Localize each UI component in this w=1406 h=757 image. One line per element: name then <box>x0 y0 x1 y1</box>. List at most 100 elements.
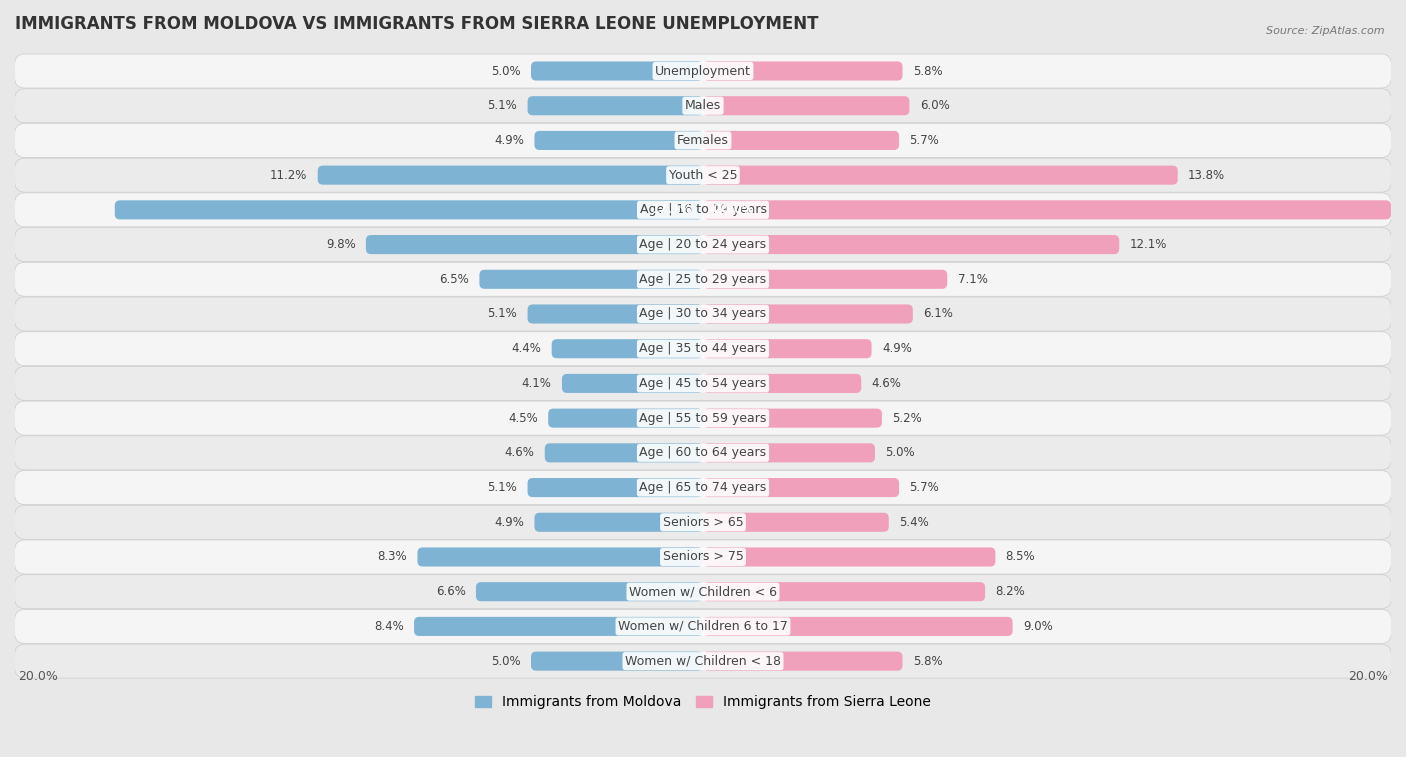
Text: Source: ZipAtlas.com: Source: ZipAtlas.com <box>1267 26 1385 36</box>
Text: 8.2%: 8.2% <box>995 585 1025 598</box>
Text: Seniors > 65: Seniors > 65 <box>662 516 744 529</box>
FancyBboxPatch shape <box>562 374 703 393</box>
Text: Males: Males <box>685 99 721 112</box>
Text: Age | 65 to 74 years: Age | 65 to 74 years <box>640 481 766 494</box>
Text: 20.0%: 20.0% <box>713 204 754 217</box>
FancyBboxPatch shape <box>703 374 862 393</box>
FancyBboxPatch shape <box>703 131 898 150</box>
FancyBboxPatch shape <box>703 235 1119 254</box>
FancyBboxPatch shape <box>544 444 703 463</box>
Text: 9.8%: 9.8% <box>326 238 356 251</box>
FancyBboxPatch shape <box>115 201 703 220</box>
FancyBboxPatch shape <box>14 575 1392 609</box>
Text: 4.9%: 4.9% <box>882 342 911 355</box>
FancyBboxPatch shape <box>527 96 703 115</box>
Text: 9.0%: 9.0% <box>1024 620 1053 633</box>
Text: 6.5%: 6.5% <box>439 273 470 286</box>
FancyBboxPatch shape <box>14 297 1392 331</box>
FancyBboxPatch shape <box>14 540 1392 574</box>
FancyBboxPatch shape <box>14 332 1392 366</box>
Text: Age | 30 to 34 years: Age | 30 to 34 years <box>640 307 766 320</box>
FancyBboxPatch shape <box>318 166 703 185</box>
FancyBboxPatch shape <box>531 652 703 671</box>
FancyBboxPatch shape <box>703 304 912 323</box>
FancyBboxPatch shape <box>703 409 882 428</box>
Text: 5.7%: 5.7% <box>910 481 939 494</box>
Text: Unemployment: Unemployment <box>655 64 751 77</box>
FancyBboxPatch shape <box>534 512 703 532</box>
Text: 5.0%: 5.0% <box>491 655 520 668</box>
FancyBboxPatch shape <box>14 401 1392 435</box>
FancyBboxPatch shape <box>703 201 1391 220</box>
FancyBboxPatch shape <box>14 89 1392 123</box>
Text: IMMIGRANTS FROM MOLDOVA VS IMMIGRANTS FROM SIERRA LEONE UNEMPLOYMENT: IMMIGRANTS FROM MOLDOVA VS IMMIGRANTS FR… <box>15 15 818 33</box>
FancyBboxPatch shape <box>534 131 703 150</box>
Text: 8.3%: 8.3% <box>378 550 408 563</box>
Text: 8.4%: 8.4% <box>374 620 404 633</box>
Text: Age | 25 to 29 years: Age | 25 to 29 years <box>640 273 766 286</box>
FancyBboxPatch shape <box>703 96 910 115</box>
FancyBboxPatch shape <box>418 547 703 566</box>
Text: 4.6%: 4.6% <box>872 377 901 390</box>
Text: 11.2%: 11.2% <box>270 169 308 182</box>
Text: Age | 16 to 19 years: Age | 16 to 19 years <box>640 204 766 217</box>
Text: 4.9%: 4.9% <box>495 516 524 529</box>
Text: Age | 60 to 64 years: Age | 60 to 64 years <box>640 447 766 459</box>
Text: Youth < 25: Youth < 25 <box>669 169 737 182</box>
FancyBboxPatch shape <box>703 166 1178 185</box>
FancyBboxPatch shape <box>703 339 872 358</box>
FancyBboxPatch shape <box>14 471 1392 505</box>
Text: 5.1%: 5.1% <box>488 481 517 494</box>
Text: 4.4%: 4.4% <box>512 342 541 355</box>
Text: Age | 45 to 54 years: Age | 45 to 54 years <box>640 377 766 390</box>
Text: 6.6%: 6.6% <box>436 585 465 598</box>
FancyBboxPatch shape <box>527 478 703 497</box>
Text: Age | 35 to 44 years: Age | 35 to 44 years <box>640 342 766 355</box>
Text: 13.8%: 13.8% <box>1188 169 1225 182</box>
Text: 17.1%: 17.1% <box>652 204 693 217</box>
Text: 5.0%: 5.0% <box>886 447 915 459</box>
Text: Females: Females <box>678 134 728 147</box>
FancyBboxPatch shape <box>413 617 703 636</box>
Text: Women w/ Children < 18: Women w/ Children < 18 <box>626 655 780 668</box>
FancyBboxPatch shape <box>531 61 703 80</box>
FancyBboxPatch shape <box>14 123 1392 157</box>
Text: 20.0%: 20.0% <box>1348 670 1388 683</box>
FancyBboxPatch shape <box>14 158 1392 192</box>
FancyBboxPatch shape <box>703 444 875 463</box>
FancyBboxPatch shape <box>703 478 898 497</box>
Text: 5.2%: 5.2% <box>893 412 922 425</box>
FancyBboxPatch shape <box>14 193 1392 227</box>
FancyBboxPatch shape <box>14 262 1392 296</box>
Text: Seniors > 75: Seniors > 75 <box>662 550 744 563</box>
FancyBboxPatch shape <box>551 339 703 358</box>
Text: Women w/ Children < 6: Women w/ Children < 6 <box>628 585 778 598</box>
FancyBboxPatch shape <box>703 617 1012 636</box>
Text: 4.1%: 4.1% <box>522 377 551 390</box>
Text: 4.5%: 4.5% <box>508 412 538 425</box>
Text: 8.5%: 8.5% <box>1005 550 1035 563</box>
FancyBboxPatch shape <box>703 652 903 671</box>
Text: 5.1%: 5.1% <box>488 307 517 320</box>
FancyBboxPatch shape <box>703 547 995 566</box>
FancyBboxPatch shape <box>703 582 986 601</box>
Text: 5.1%: 5.1% <box>488 99 517 112</box>
Text: 6.0%: 6.0% <box>920 99 949 112</box>
Text: 6.1%: 6.1% <box>924 307 953 320</box>
Text: 5.0%: 5.0% <box>491 64 520 77</box>
Text: Age | 55 to 59 years: Age | 55 to 59 years <box>640 412 766 425</box>
FancyBboxPatch shape <box>548 409 703 428</box>
Text: 12.1%: 12.1% <box>1129 238 1167 251</box>
FancyBboxPatch shape <box>703 269 948 289</box>
FancyBboxPatch shape <box>14 366 1392 400</box>
Text: 5.7%: 5.7% <box>910 134 939 147</box>
Text: 4.9%: 4.9% <box>495 134 524 147</box>
Text: Age | 20 to 24 years: Age | 20 to 24 years <box>640 238 766 251</box>
FancyBboxPatch shape <box>477 582 703 601</box>
Text: 5.8%: 5.8% <box>912 64 942 77</box>
Text: 7.1%: 7.1% <box>957 273 987 286</box>
Text: 20.0%: 20.0% <box>18 670 58 683</box>
FancyBboxPatch shape <box>703 512 889 532</box>
FancyBboxPatch shape <box>366 235 703 254</box>
Text: 5.4%: 5.4% <box>898 516 929 529</box>
